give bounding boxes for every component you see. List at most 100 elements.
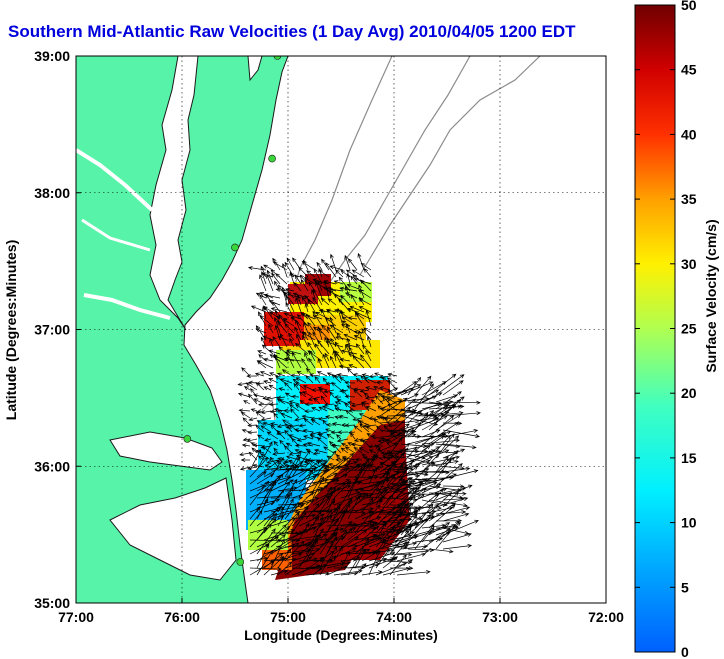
velocity-vector [354, 312, 365, 327]
y-axis: 35:00 36:00 37:00 38:00 39:00 [34, 48, 81, 611]
velocity-vector [272, 257, 281, 271]
velocity-vector [442, 450, 459, 466]
velocity-vector [355, 343, 365, 355]
velocity-vector [263, 507, 279, 527]
velocity-vector [357, 289, 372, 299]
velocity-vector [421, 400, 454, 410]
velocity-vector [435, 394, 458, 403]
velocity-vector [345, 409, 356, 419]
velocity-vector [375, 425, 384, 433]
velocity-vector [325, 262, 337, 278]
velocity-vector [347, 316, 358, 321]
velocity-vector [276, 429, 286, 440]
velocity-vector [344, 423, 356, 428]
velocity-vector [307, 350, 323, 362]
velocity-vector [347, 533, 378, 548]
velocity-vector [331, 381, 342, 391]
velocity-vector [364, 395, 377, 400]
velocity-vector [393, 406, 411, 424]
velocity-vector [338, 364, 351, 369]
velocity-vector [350, 403, 363, 408]
velocity-vector [254, 372, 265, 377]
velocity-vector [421, 415, 448, 431]
colorbar-tick-label: 30 [681, 256, 697, 272]
velocity-vector [352, 417, 363, 422]
velocity-vector [407, 409, 423, 424]
colorbar [634, 4, 676, 653]
velocity-vector [319, 509, 333, 527]
velocity-vector [351, 269, 365, 278]
velocity-vector [264, 464, 272, 469]
velocity-vector [266, 431, 279, 440]
velocity-vector [284, 540, 305, 562]
velocity-vector [314, 343, 323, 355]
velocity-vector [386, 430, 410, 445]
velocity-vector [263, 556, 285, 576]
velocity-vector [290, 373, 300, 378]
velocity-vector [298, 522, 310, 541]
colorbar-tick-label: 25 [681, 321, 697, 337]
velocity-vector [322, 377, 328, 384]
velocity-vector [322, 405, 335, 412]
velocity-vector [350, 432, 356, 440]
velocity-vector [255, 424, 265, 433]
velocity-vector [299, 400, 307, 405]
velocity-vector [379, 397, 408, 417]
velocity-vector [421, 483, 442, 494]
velocity-vector [262, 445, 272, 454]
velocity-vector [255, 328, 267, 334]
bathymetry-contour-outer [359, 56, 541, 276]
velocity-vector [389, 554, 407, 576]
velocity-vector [368, 504, 381, 520]
velocity-vector [324, 286, 344, 292]
velocity-vectors [237, 252, 481, 576]
velocity-vector [309, 373, 321, 378]
velocity-vector [316, 371, 328, 377]
velocity-vector [308, 331, 316, 348]
velocity-vector [346, 272, 351, 285]
velocity-vector [279, 439, 286, 447]
velocity-vector [352, 274, 365, 285]
velocity-vector [325, 422, 335, 427]
velocity-vector [298, 556, 325, 576]
velocity-vector [338, 297, 351, 313]
velocity-vector [248, 380, 258, 385]
velocity-vector [358, 306, 372, 313]
velocity-vector [239, 466, 251, 471]
velocity-vector [340, 463, 362, 478]
velocity-vector [283, 445, 293, 454]
velocity-vector [353, 425, 363, 433]
velocity-vector [396, 569, 431, 576]
velocity-vector [348, 408, 363, 413]
velocity-vector [360, 263, 372, 271]
velocity-vector [393, 530, 410, 550]
velocity-vector [393, 493, 416, 522]
velocity-vector [435, 459, 459, 466]
velocity-vector [286, 295, 295, 313]
velocity-vector [442, 380, 464, 396]
velocity-vector [400, 544, 429, 550]
velocity-vector [312, 464, 329, 492]
river-potomac [76, 148, 154, 212]
velocity-vector [339, 286, 358, 292]
velocity-vector [325, 428, 335, 433]
velocity-vector [268, 402, 279, 407]
velocity-vector [316, 437, 328, 447]
velocity-vector [318, 406, 328, 412]
velocity-vector [312, 472, 338, 485]
velocity-vector [256, 498, 281, 506]
velocity-vector [358, 420, 370, 426]
velocity-vector [359, 438, 370, 443]
velocity-vector [442, 466, 471, 473]
velocity-vector [407, 515, 435, 529]
velocity-vector [298, 505, 309, 520]
velocity-vector [365, 309, 372, 327]
velocity-vector [278, 284, 288, 299]
velocity-vector [285, 442, 293, 447]
velocity-vector [311, 388, 321, 393]
velocity-vector [240, 457, 250, 463]
velocity-vector [260, 453, 272, 461]
velocity-vector [442, 491, 459, 508]
velocity-vector [435, 497, 469, 508]
velocity-vector [382, 552, 413, 557]
